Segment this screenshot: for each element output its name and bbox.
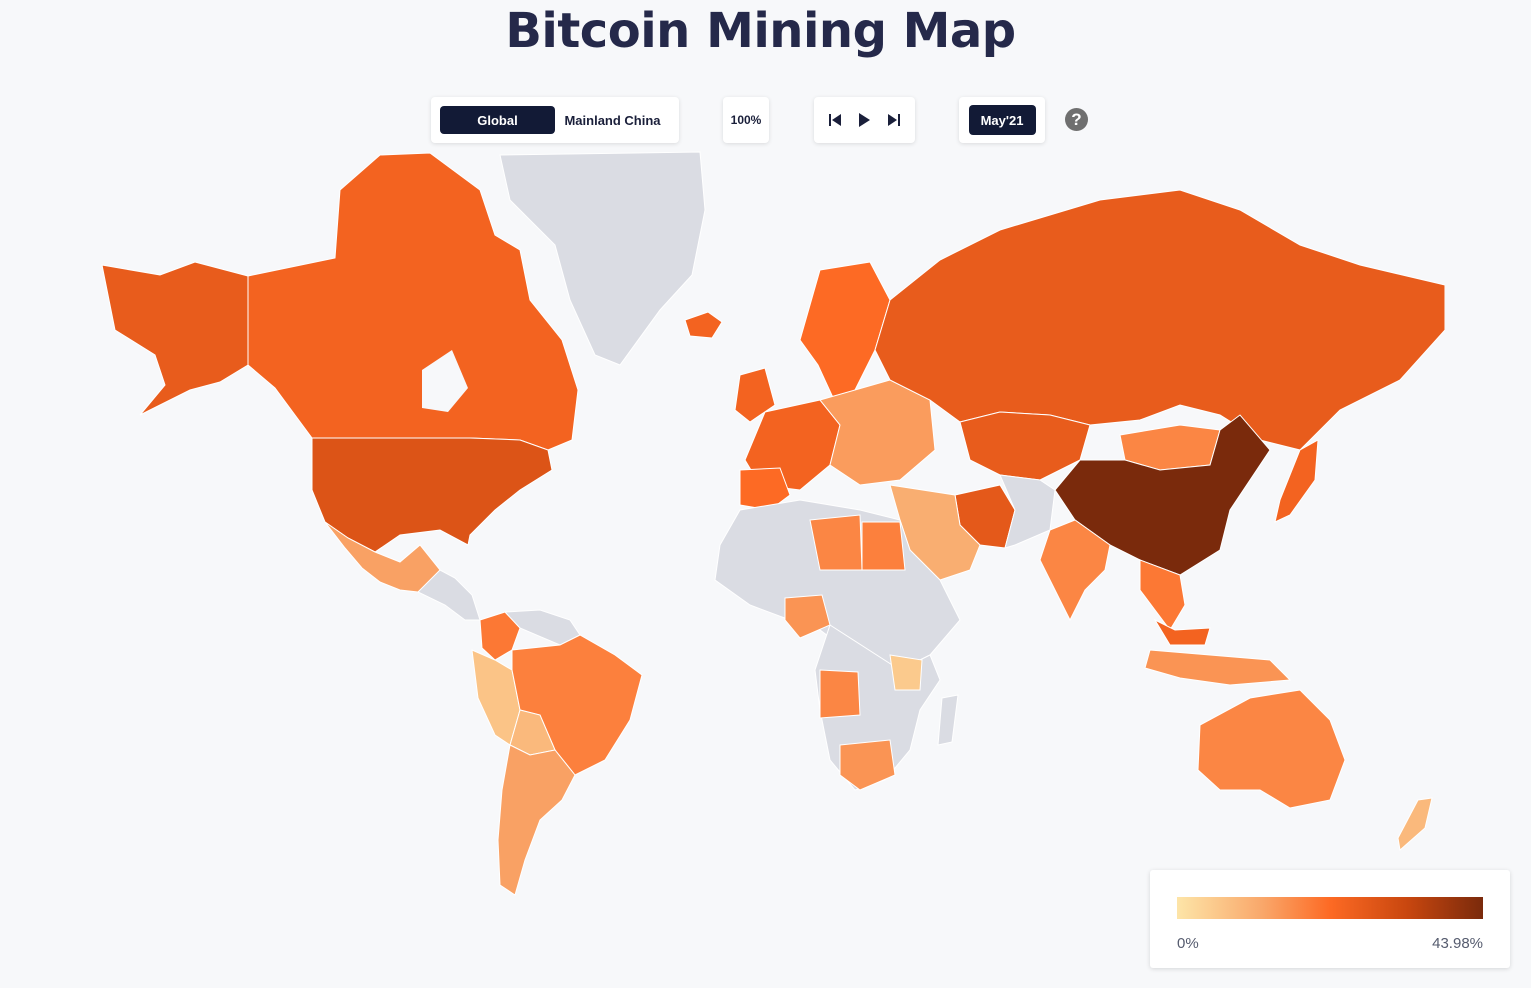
region-indonesia[interactable]: [1144, 649, 1292, 686]
page-title: Bitcoin Mining Map: [505, 3, 1016, 59]
skip-to-start-icon[interactable]: [822, 107, 848, 133]
region-ireland-uk[interactable]: [734, 367, 776, 423]
region-tanzania[interactable]: [889, 654, 923, 691]
region-toggle: Global Mainland China: [431, 97, 679, 143]
play-icon[interactable]: [851, 107, 877, 133]
region-iceland[interactable]: [684, 311, 723, 339]
region-egypt[interactable]: [861, 521, 906, 571]
legend-gradient-bar: [1177, 897, 1483, 919]
region-india[interactable]: [1039, 519, 1111, 622]
legend-max-label: 43.98%: [1432, 935, 1483, 952]
region-nigeria[interactable]: [784, 594, 831, 639]
region-new-zealand[interactable]: [1397, 797, 1433, 851]
legend-min-label: 0%: [1177, 935, 1199, 952]
region-afghanistan-pakistan[interactable]: [999, 474, 1056, 549]
region-angola[interactable]: [819, 669, 861, 719]
date-selector: May'21: [959, 97, 1045, 143]
region-scandinavia[interactable]: [799, 261, 891, 403]
zoom-level-button[interactable]: 100%: [723, 97, 769, 143]
region-argentina[interactable]: [497, 744, 576, 896]
region-canada[interactable]: [247, 152, 579, 451]
region-united-states[interactable]: [311, 437, 553, 553]
color-legend: 0% 43.98%: [1150, 870, 1510, 968]
region-south-africa[interactable]: [839, 739, 896, 791]
region-iberia[interactable]: [739, 467, 791, 511]
region-option-global[interactable]: Global: [440, 106, 555, 134]
world-map: [101, 151, 1445, 896]
date-button[interactable]: May'21: [968, 105, 1036, 135]
region-central-america[interactable]: [417, 569, 481, 621]
region-kazakhstan[interactable]: [959, 411, 1091, 481]
region-greenland[interactable]: [499, 151, 706, 366]
skip-to-end-icon[interactable]: [881, 107, 907, 133]
region-malaysia[interactable]: [1153, 618, 1211, 646]
region-russia[interactable]: [874, 189, 1445, 451]
region-madagascar[interactable]: [937, 694, 959, 746]
region-option-mainland-china[interactable]: Mainland China: [564, 112, 661, 128]
playback-controls: [814, 97, 915, 143]
region-australia[interactable]: [1197, 689, 1346, 809]
region-japan[interactable]: [1274, 439, 1319, 523]
region-alaska[interactable]: [101, 261, 249, 416]
help-icon[interactable]: ?: [1065, 108, 1088, 131]
